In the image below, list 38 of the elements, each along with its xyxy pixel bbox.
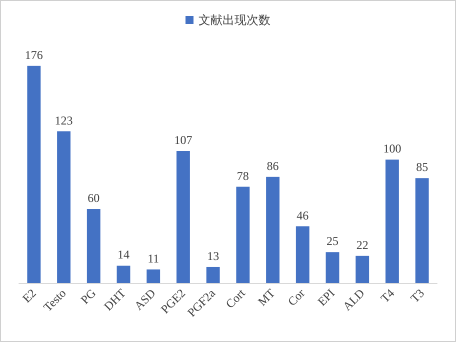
data-label: 22 [356, 238, 368, 252]
data-label: 25 [326, 234, 338, 248]
bar [57, 131, 71, 283]
bar [206, 266, 220, 283]
data-label: 86 [266, 158, 279, 173]
data-label: 100 [383, 142, 402, 156]
legend-label: 文献出现次数 [198, 13, 270, 27]
x-tick-label: T3 [408, 286, 428, 306]
bar [146, 269, 160, 283]
data-label: 11 [148, 251, 160, 266]
x-tick-label: T4 [378, 286, 398, 306]
data-label: 176 [24, 48, 43, 62]
bar [176, 151, 190, 283]
bar [326, 252, 340, 283]
x-tick-label: PG [78, 286, 99, 307]
bar [116, 266, 130, 283]
x-tick-label: Testo [40, 286, 69, 314]
data-label: 123 [54, 113, 73, 128]
data-label: 13 [207, 248, 220, 263]
bar [296, 226, 310, 283]
data-label: 78 [236, 168, 249, 183]
x-tick-label: Cort [222, 286, 248, 312]
bar [356, 256, 370, 283]
x-tick-label: EPI [314, 286, 338, 309]
x-tick-label: E2 [20, 286, 39, 306]
data-label: 107 [174, 133, 192, 148]
data-label: 14 [118, 248, 130, 262]
bar [236, 186, 250, 283]
bar [86, 209, 100, 283]
data-label: 60 [88, 191, 100, 205]
data-label: 46 [296, 208, 309, 222]
bar [415, 178, 429, 283]
bar [27, 66, 41, 283]
data-label: 85 [416, 160, 428, 174]
x-tick-label: MT [255, 286, 278, 309]
x-tick-label: Cor [284, 286, 308, 309]
bar [385, 160, 399, 283]
bar [266, 176, 280, 283]
